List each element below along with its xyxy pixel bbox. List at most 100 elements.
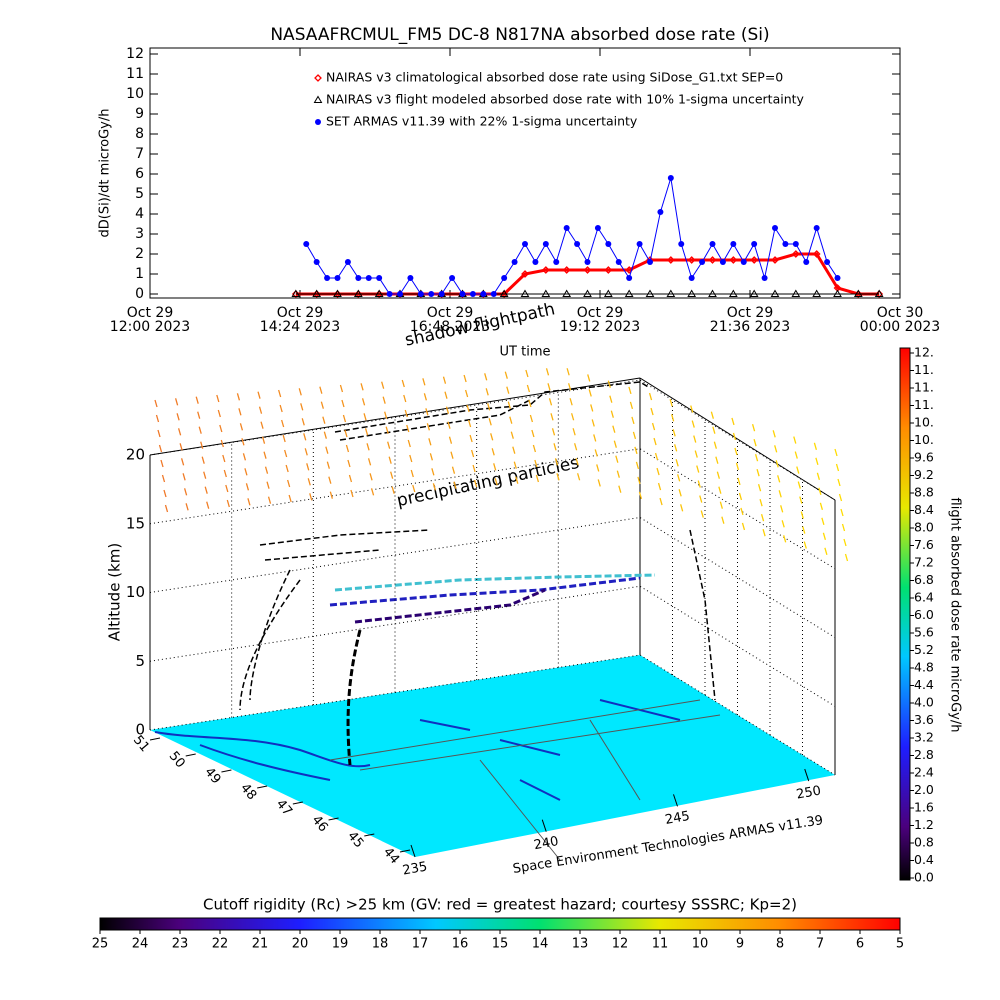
marker: [709, 241, 716, 247]
y-tick-label: 12: [126, 46, 144, 62]
x-tick-label: 245: [664, 809, 691, 828]
particle-arrow: [650, 407, 654, 416]
particle-arrow: [329, 491, 333, 499]
particle-arrow: [615, 455, 619, 463]
marker: [314, 74, 322, 82]
particle-arrow: [164, 504, 169, 513]
colorbar-tick-label: 7.2: [914, 555, 934, 570]
marker: [626, 275, 633, 281]
particle-arrow: [778, 490, 782, 498]
particle-arrow: [466, 404, 470, 413]
marker: [407, 275, 414, 281]
marker: [386, 291, 393, 297]
colorbar-tick-label: 9.6: [914, 450, 934, 465]
marker: [791, 289, 801, 297]
colorbar-tick-label: 3.2: [914, 730, 934, 745]
particle-arrow: [802, 526, 806, 534]
marker: [334, 275, 341, 281]
particle-arrow: [535, 474, 540, 483]
marker: [645, 289, 655, 297]
particle-arrow: [422, 378, 426, 386]
particle-arrow: [282, 434, 286, 443]
particle-arrow: [263, 451, 267, 459]
marker: [469, 291, 476, 297]
marker: [594, 225, 601, 231]
particle-arrow: [200, 441, 204, 449]
marker: [541, 289, 551, 297]
particle-arrow: [203, 471, 207, 479]
particle-arrow: [781, 520, 785, 528]
particle-arrow: [364, 428, 369, 436]
particle-arrow: [174, 398, 179, 406]
particle-arrow: [494, 478, 498, 486]
particle-arrow: [407, 439, 411, 448]
particle-arrow: [429, 453, 434, 461]
particle-arrow: [323, 431, 327, 439]
y-tick-label: 3: [135, 226, 144, 242]
particle-arrow: [241, 438, 245, 446]
colorbar-tick-label: 5.6: [914, 625, 934, 640]
colorbar-tick-label: 25: [92, 937, 109, 952]
colorbar-tick-label: 2.4: [914, 765, 934, 780]
particle-arrow: [442, 376, 447, 384]
particle-arrow: [659, 497, 663, 506]
marker: [729, 256, 738, 264]
particle-arrow: [593, 434, 597, 442]
marker: [312, 289, 322, 297]
colorbar-tick-label: 5.2: [914, 642, 934, 657]
particle-arrow: [510, 431, 514, 439]
particle-arrow: [637, 476, 641, 485]
particle-arrow: [185, 503, 189, 511]
marker: [583, 289, 592, 297]
colorbar: [99, 917, 901, 931]
particle-arrow: [369, 473, 373, 481]
particle-arrow: [569, 398, 573, 406]
particle-arrow: [322, 416, 326, 424]
particle-arrow: [656, 467, 660, 476]
y-tick-label: 5: [135, 186, 144, 202]
particle-arrow: [816, 472, 821, 480]
marker: [417, 291, 424, 297]
particle-arrow: [390, 471, 394, 479]
marker: [688, 275, 695, 281]
particle-arrow: [841, 523, 846, 532]
particle-arrow: [176, 413, 180, 421]
particle-arrow: [838, 493, 843, 502]
particle-arrow: [793, 436, 797, 444]
particle-arrow: [155, 414, 160, 423]
colorbar-tick-label: 8: [776, 937, 784, 952]
particle-arrow: [217, 409, 221, 418]
colorbar-tick-label: 8.0: [914, 520, 934, 535]
particle-arrow: [780, 505, 784, 513]
x-axis-label: UT time: [500, 345, 551, 360]
particle-arrow: [721, 516, 725, 524]
marker: [812, 289, 822, 297]
y-tick-label: 2: [135, 246, 144, 262]
colorbar-tick-label: 0.8: [914, 835, 934, 850]
particle-arrow: [406, 424, 410, 433]
colorbar-tick-label: 7.6: [914, 537, 934, 552]
particle-arrow: [638, 491, 643, 500]
particle-arrow: [381, 381, 385, 389]
marker: [687, 289, 697, 297]
particle-arrow: [594, 449, 598, 457]
particle-arrow: [304, 448, 308, 456]
particle-arrow: [754, 453, 759, 462]
particle-arrow: [631, 416, 635, 425]
marker: [625, 266, 634, 274]
particle-arrow: [425, 408, 429, 416]
colorbar-tick-label: 11.: [914, 380, 934, 395]
marker: [563, 225, 570, 231]
particle-arrow: [737, 477, 741, 486]
marker: [553, 259, 560, 265]
y-tick-label: 1: [135, 266, 144, 282]
particle-arrow: [238, 408, 242, 416]
colorbar-tick-label: 1.6: [914, 800, 934, 815]
colorbar-tick-label: 6.4: [914, 590, 934, 605]
particle-arrow: [154, 399, 158, 408]
colorbar-tick-label: 10.: [914, 432, 934, 447]
particle-arrow: [699, 495, 703, 503]
particle-arrow: [163, 489, 167, 498]
particle-arrow: [403, 394, 407, 403]
x-tick: [804, 768, 810, 782]
